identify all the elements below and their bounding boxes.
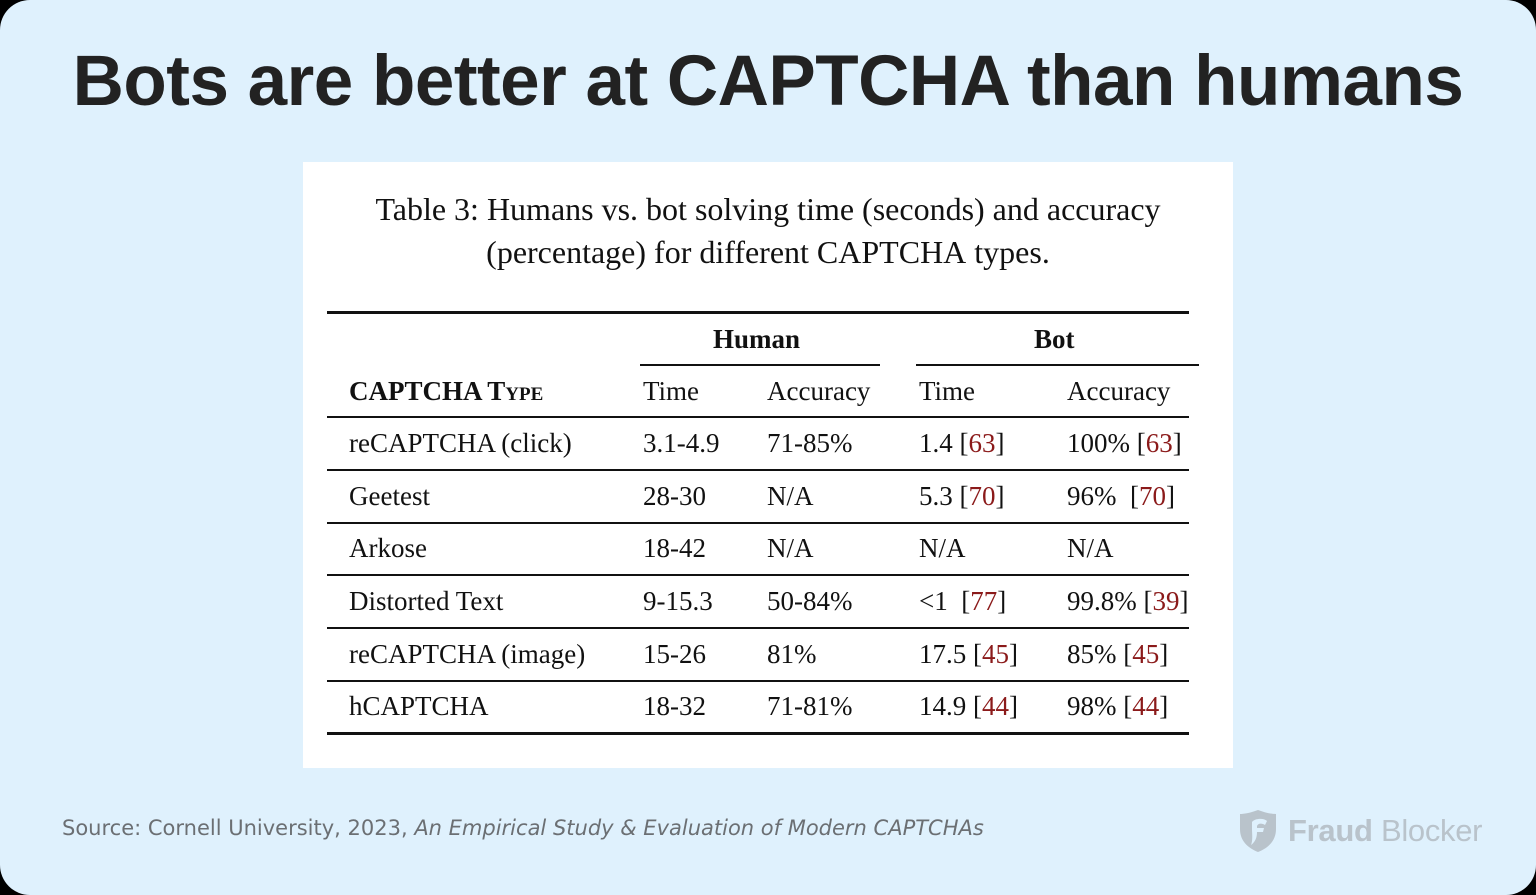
table-cell-human-accuracy: 81% <box>767 639 817 669</box>
brand-logo: Fraud Blocker <box>1238 808 1483 854</box>
citation-link[interactable]: 45 <box>982 639 1009 669</box>
row-rule <box>327 469 1189 471</box>
value: 17.5 <box>919 639 967 669</box>
citation-link[interactable]: 45 <box>1132 639 1160 669</box>
table-cell-human-accuracy: 71-85% <box>767 428 853 458</box>
table-figure: Table 3: Humans vs. bot solving time (se… <box>303 162 1233 768</box>
value: 98% <box>1067 691 1117 721</box>
table-cell-human-time: 18-42 <box>643 533 706 563</box>
header-rule <box>327 416 1189 418</box>
column-header-bot-time: Time <box>919 376 976 406</box>
table-cell-type: reCAPTCHA (click) <box>349 428 572 458</box>
value: 96% <box>1067 481 1124 511</box>
brand-name: Fraud Blocker <box>1288 813 1483 849</box>
bot-cmidrule <box>916 364 1199 366</box>
table-cell-type: Geetest <box>349 481 430 511</box>
bottom-rule <box>327 732 1189 735</box>
table-cell-bot-accuracy: 99.8% [39] <box>1067 586 1189 616</box>
row-rule <box>327 627 1189 629</box>
source-citation: Source: Cornell University, 2023, An Emp… <box>62 816 984 840</box>
caption-line-1: Table 3: Humans vs. bot solving time (se… <box>375 191 1161 227</box>
table-cell-human-accuracy: 71-81% <box>767 691 853 721</box>
value: <1 <box>919 586 955 616</box>
table-cell-bot-accuracy: 100% [63] <box>1067 428 1182 458</box>
table-cell-bot-accuracy: 98% [44] <box>1067 691 1169 721</box>
table-cell-bot-time: 17.5 [45] <box>919 639 1018 669</box>
column-header-human-time: Time <box>643 376 700 406</box>
caption-line-2: (percentage) for different CAPTCHA types… <box>303 231 1233 274</box>
human-cmidrule <box>640 364 880 366</box>
table-cell-type: Distorted Text <box>349 586 504 616</box>
citation-link[interactable]: 44 <box>1132 691 1160 721</box>
caption-text: types. <box>966 234 1050 270</box>
row-rule <box>327 574 1189 576</box>
source-prefix: Source: Cornell University, 2023, <box>62 816 415 840</box>
group-header-bot: Bot <box>1034 324 1075 354</box>
page-title: Bots are better at CAPTCHA than humans <box>72 42 1464 121</box>
table-cell-human-time: 9-15.3 <box>643 586 713 616</box>
table-cell-bot-time: <1 [77] <box>919 586 1007 616</box>
source-title: An Empirical Study & Evaluation of Moder… <box>414 816 984 840</box>
table-cell-human-time: 3.1-4.9 <box>643 428 720 458</box>
table-cell-bot-accuracy: N/A <box>1067 533 1114 563</box>
column-header-type: CAPTCHA Type <box>349 376 544 406</box>
value: 100% <box>1067 428 1130 458</box>
table-cell-bot-time: 14.9 [44] <box>919 691 1018 721</box>
table-cell-type: Arkose <box>349 533 427 563</box>
citation-link[interactable]: 77 <box>970 586 998 616</box>
table-caption: Table 3: Humans vs. bot solving time (se… <box>303 188 1233 274</box>
group-header-human: Human <box>713 324 801 354</box>
citation-link[interactable]: 63 <box>968 428 996 458</box>
caption-captcha-smallcaps: CAPTCHA <box>816 234 967 270</box>
table-cell-human-time: 15-26 <box>643 639 706 669</box>
table-cell-type: reCAPTCHA (image) <box>349 639 586 669</box>
table-cell-human-time: 18-32 <box>643 691 706 721</box>
table-cell-bot-accuracy: 85% [45] <box>1067 639 1169 669</box>
table-cell-human-time: 28-30 <box>643 481 706 511</box>
row-rule <box>327 522 1189 524</box>
shield-f-icon <box>1240 810 1276 852</box>
citation-link[interactable]: 39 <box>1152 586 1180 616</box>
citation-link[interactable]: 70 <box>1139 481 1166 511</box>
caption-text: (percentage) for different <box>486 234 817 270</box>
value: 85% <box>1067 639 1117 669</box>
table-cell-human-accuracy: 50-84% <box>767 586 853 616</box>
table-cell-human-accuracy: N/A <box>767 481 814 511</box>
brand-name-light: Blocker <box>1372 813 1483 848</box>
brand-name-bold: Fraud <box>1288 813 1373 848</box>
table-cell-bot-time: 5.3 [70] <box>919 481 1005 511</box>
table-cell-bot-time: 1.4 [63] <box>919 428 1005 458</box>
value: 99.8% <box>1067 586 1137 616</box>
citation-link[interactable]: 44 <box>982 691 1009 721</box>
value: 14.9 <box>919 691 967 721</box>
row-rule <box>327 680 1189 682</box>
column-header-bot-accuracy: Accuracy <box>1067 376 1171 406</box>
citation-link[interactable]: 70 <box>968 481 996 511</box>
top-rule <box>327 311 1189 314</box>
table-cell-bot-time: N/A <box>919 533 966 563</box>
table-cell-bot-accuracy: 96% [70] <box>1067 481 1175 511</box>
value: 1.4 <box>919 428 953 458</box>
value: 5.3 <box>919 481 953 511</box>
column-header-human-accuracy: Accuracy <box>767 376 871 406</box>
table-cell-type: hCAPTCHA <box>349 691 489 721</box>
citation-link[interactable]: 63 <box>1145 428 1173 458</box>
table-cell-human-accuracy: N/A <box>767 533 814 563</box>
